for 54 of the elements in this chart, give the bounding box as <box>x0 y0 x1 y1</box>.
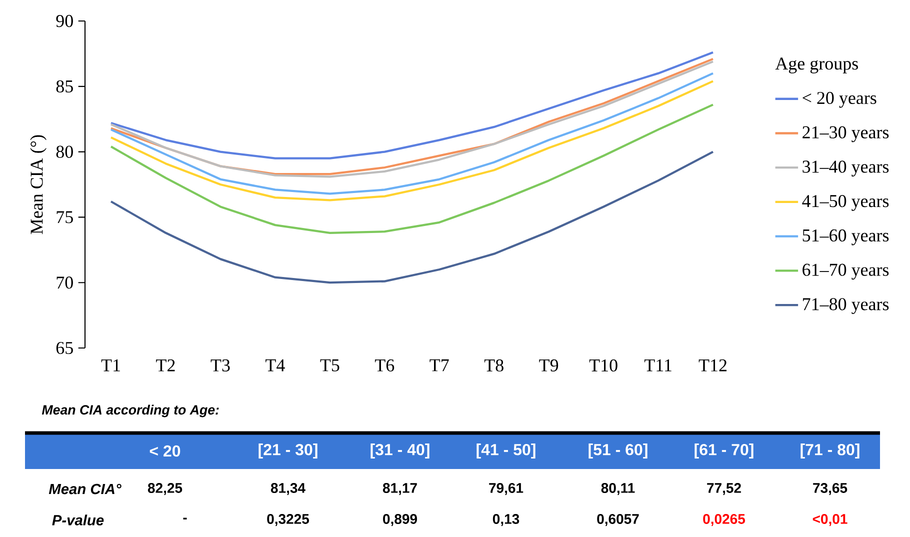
y-tick-label: 75 <box>56 211 73 224</box>
legend-label: < 20 years <box>802 92 876 108</box>
y-tick-label: 90 <box>56 14 73 28</box>
x-tick-label: T2 <box>156 359 175 372</box>
text: <0,01 <box>812 514 848 526</box>
x-tick-label: T1 <box>101 359 120 372</box>
text: [61 - 70] <box>694 444 754 458</box>
line-series <box>110 104 714 234</box>
text: 77,52 <box>707 483 741 495</box>
x-tick-label: T11 <box>644 359 672 372</box>
text: 0,0265 <box>703 514 746 526</box>
legend-title: Age groups <box>775 58 858 74</box>
text: [31 - 40] <box>370 444 430 458</box>
x-tick-label: T3 <box>210 359 230 372</box>
y-tick-label: 65 <box>56 342 73 354</box>
x-tick-label: T7 <box>430 359 449 372</box>
legend-label: 31–40 years <box>802 160 889 176</box>
text: [41 - 50] <box>476 444 536 458</box>
x-tick-label: T5 <box>320 359 340 372</box>
text: 0,6057 <box>597 514 639 526</box>
legend-label: 51–60 years <box>802 229 889 246</box>
y-tick-label: 70 <box>56 276 73 289</box>
text: Mean CIA° <box>48 484 122 494</box>
x-tick-label: T10 <box>589 359 618 372</box>
legend-label: 61–70 years <box>802 264 889 280</box>
text: P-value <box>52 514 104 526</box>
text: 0,899 <box>383 514 417 526</box>
legend-label: 71–80 years <box>802 298 889 314</box>
text: 73,65 <box>813 483 848 495</box>
text: [51 - 60] <box>588 444 648 458</box>
y-axis-title: Mean CIA (°) <box>30 135 46 234</box>
text: - <box>183 518 187 520</box>
text: 0,3225 <box>267 514 310 526</box>
x-tick-label: T8 <box>484 359 504 372</box>
legend-label: 21–30 years <box>802 126 889 142</box>
x-tick-label: T6 <box>374 359 394 372</box>
y-tick-label: 85 <box>56 80 73 92</box>
line-series <box>110 51 714 160</box>
line-series <box>110 150 714 284</box>
text: [21 - 30] <box>258 444 318 458</box>
text: [71 - 80] <box>800 444 860 458</box>
text: 81,17 <box>382 483 417 495</box>
x-tick-label: T4 <box>266 359 285 372</box>
y-tick-label: 80 <box>56 146 73 158</box>
text: 80,11 <box>601 483 635 495</box>
text: Mean CIA according to Age: <box>42 404 219 418</box>
text: < 20 <box>150 445 180 457</box>
text: 81,34 <box>270 483 306 495</box>
text: 79,61 <box>489 483 524 495</box>
text: 82,25 <box>148 483 182 495</box>
x-tick-label: T12 <box>698 359 727 372</box>
legend-label: 41–50 years <box>802 194 889 211</box>
x-tick-label: T9 <box>539 359 558 372</box>
text: 0,13 <box>492 514 520 526</box>
